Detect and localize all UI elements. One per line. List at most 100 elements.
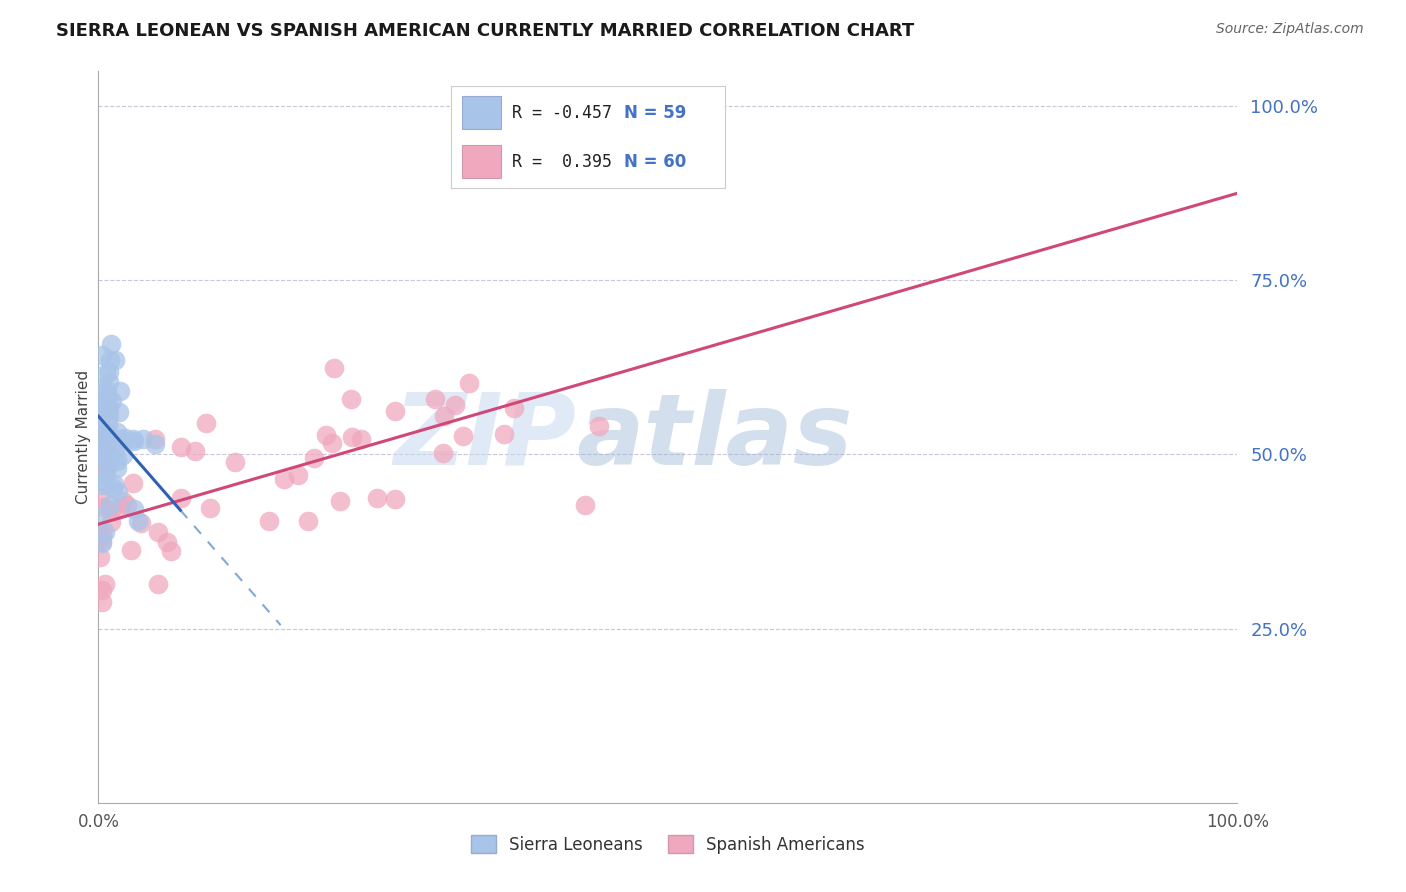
- Point: [93, 577, 115, 591]
- Point: [159, 544, 181, 558]
- Point: [100, 336, 122, 351]
- Point: [103, 477, 125, 491]
- Point: [322, 361, 344, 376]
- Point: [259, 514, 281, 528]
- Point: [90, 400, 112, 414]
- Point: [98, 498, 121, 512]
- Point: [94, 450, 117, 465]
- Point: [443, 398, 465, 412]
- Point: [184, 444, 207, 458]
- Point: [97, 400, 120, 414]
- Point: [107, 425, 129, 439]
- Point: [100, 503, 122, 517]
- Point: [89, 403, 111, 417]
- Point: [170, 491, 193, 505]
- Point: [96, 434, 118, 449]
- Point: [115, 498, 138, 512]
- Point: [91, 535, 114, 549]
- Point: [453, 429, 475, 443]
- Point: [143, 432, 166, 446]
- Point: [91, 477, 114, 491]
- Point: [94, 442, 117, 456]
- Point: [93, 425, 115, 440]
- Point: [104, 445, 127, 459]
- Point: [122, 432, 145, 446]
- Point: [143, 437, 166, 451]
- Point: [502, 401, 524, 416]
- Point: [96, 440, 118, 454]
- Point: [93, 500, 115, 515]
- Point: [91, 583, 114, 598]
- Point: [89, 409, 111, 424]
- Point: [224, 455, 246, 469]
- Point: [97, 425, 120, 440]
- Point: [94, 468, 117, 483]
- Point: [91, 452, 114, 467]
- Point: [169, 441, 191, 455]
- Text: atlas: atlas: [576, 389, 853, 485]
- Point: [96, 396, 118, 410]
- Point: [107, 485, 129, 500]
- Point: [94, 391, 117, 405]
- Point: [98, 409, 121, 424]
- Text: SIERRA LEONEAN VS SPANISH AMERICAN CURRENTLY MARRIED CORRELATION CHART: SIERRA LEONEAN VS SPANISH AMERICAN CURRE…: [56, 22, 914, 40]
- Point: [93, 474, 115, 488]
- Point: [433, 409, 456, 423]
- Point: [91, 458, 114, 472]
- Point: [100, 516, 122, 530]
- Point: [366, 491, 388, 505]
- Point: [91, 594, 114, 608]
- Point: [321, 436, 343, 450]
- Point: [98, 353, 121, 368]
- Point: [432, 446, 454, 460]
- Point: [121, 476, 143, 491]
- Point: [423, 392, 446, 406]
- Point: [342, 430, 364, 444]
- Point: [89, 412, 111, 426]
- Point: [89, 549, 111, 564]
- Point: [111, 494, 134, 508]
- Point: [93, 429, 115, 443]
- Point: [350, 432, 373, 446]
- Point: [89, 393, 111, 408]
- Point: [297, 515, 319, 529]
- Point: [588, 419, 610, 434]
- Y-axis label: Currently Married: Currently Married: [76, 370, 91, 504]
- Point: [114, 431, 136, 445]
- Point: [108, 384, 131, 398]
- Point: [302, 450, 325, 465]
- Point: [101, 394, 124, 409]
- Point: [89, 491, 111, 505]
- Point: [156, 534, 179, 549]
- Point: [129, 516, 152, 530]
- Point: [89, 415, 111, 429]
- Point: [146, 525, 169, 540]
- Point: [96, 442, 118, 457]
- Point: [94, 436, 117, 450]
- Point: [194, 416, 217, 430]
- Point: [96, 366, 118, 380]
- Point: [120, 543, 142, 558]
- Point: [97, 366, 120, 380]
- Point: [198, 500, 221, 515]
- Point: [98, 375, 121, 389]
- Point: [90, 533, 112, 548]
- Point: [97, 392, 120, 406]
- Point: [122, 434, 145, 448]
- Point: [122, 502, 145, 516]
- Point: [457, 376, 479, 391]
- Point: [492, 427, 515, 442]
- Point: [89, 525, 111, 540]
- Point: [98, 403, 121, 417]
- Point: [340, 392, 363, 407]
- Point: [96, 434, 118, 449]
- Point: [96, 417, 118, 431]
- Point: [148, 576, 170, 591]
- Point: [384, 404, 406, 418]
- Legend: Sierra Leoneans, Spanish Americans: Sierra Leoneans, Spanish Americans: [464, 829, 872, 860]
- Point: [127, 515, 149, 529]
- Point: [96, 384, 118, 398]
- Point: [105, 461, 128, 475]
- Point: [103, 481, 125, 495]
- Point: [97, 456, 120, 470]
